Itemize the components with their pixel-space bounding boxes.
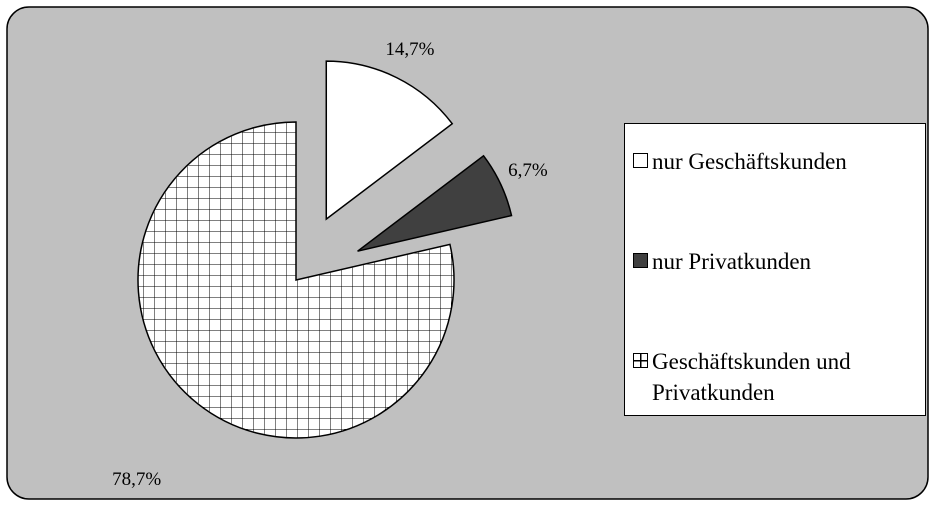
legend-marker — [633, 353, 648, 368]
legend-marker — [633, 153, 648, 168]
pie-slice — [325, 60, 454, 221]
legend-item: nur Privatkunden — [633, 246, 917, 346]
data-label: 14,7% — [385, 39, 434, 60]
legend-label: nur Privatkunden — [652, 249, 812, 274]
legend-label: Geschäftskunden und Privatkunden — [652, 349, 851, 405]
legend-marker — [633, 253, 648, 268]
pie-slice — [137, 121, 455, 439]
legend: nur Geschäftskunden nur Privatkunden Gesch… — [624, 123, 926, 416]
legend-item: Geschäftskunden und Privatkunden — [633, 346, 917, 446]
data-label: 78,7% — [112, 469, 161, 490]
legend-label: nur Geschäftskunden — [652, 149, 847, 174]
data-label: 6,7% — [508, 160, 548, 181]
pie-slice — [357, 154, 513, 252]
legend-item: nur Geschäftskunden — [633, 146, 917, 246]
